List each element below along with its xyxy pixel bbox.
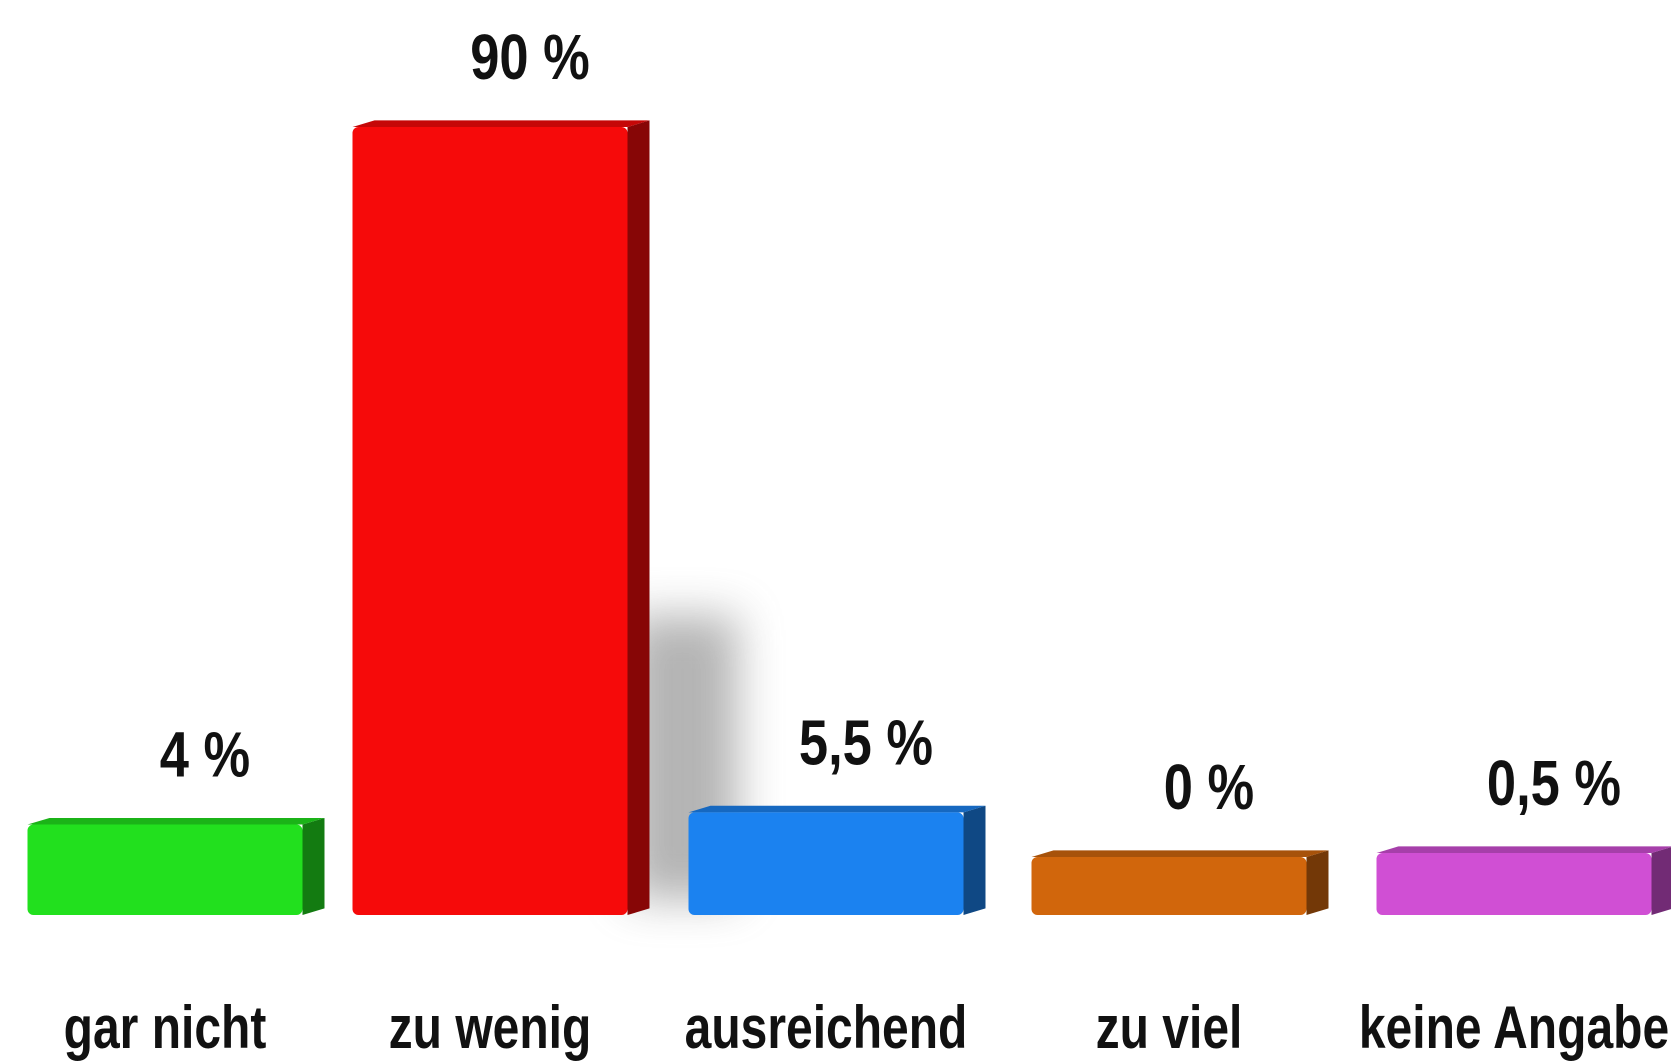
bar [688, 812, 964, 915]
value-label: 90 % [470, 22, 590, 93]
x-tick-label: ausreichend [685, 994, 968, 1061]
x-tick-label: gar nicht [64, 994, 267, 1061]
value-label: 5,5 % [799, 708, 933, 779]
value-label: 4 % [160, 720, 250, 791]
bar-side [1651, 847, 1671, 915]
bar [1031, 857, 1307, 915]
bar-side [1306, 850, 1329, 915]
bar-top [688, 805, 986, 813]
value-label: 0 % [1164, 752, 1254, 823]
x-tick-label: zu wenig [389, 994, 592, 1061]
bar-side [302, 817, 325, 915]
bar [1376, 852, 1652, 915]
bar [27, 824, 303, 915]
bar-side [963, 805, 986, 915]
bar-top [1376, 846, 1671, 853]
bar-top [1031, 850, 1329, 857]
value-label: 0,5 % [1487, 748, 1621, 819]
bar-side [627, 120, 650, 915]
x-tick-label: zu viel [1096, 994, 1243, 1061]
bar [352, 127, 628, 915]
x-tick-label: keine Angabe [1359, 994, 1669, 1061]
bar-top [352, 120, 650, 127]
bar-top [27, 817, 325, 825]
